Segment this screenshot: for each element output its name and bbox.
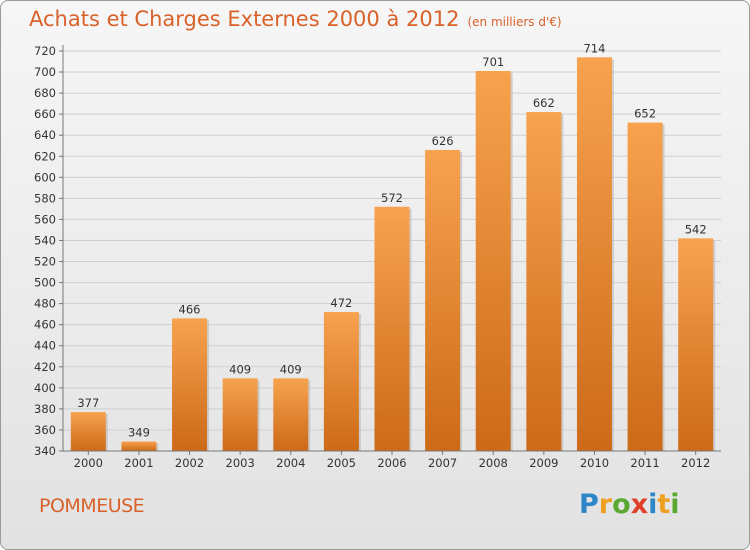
x-tick-label-2010: 2010 <box>580 456 609 470</box>
chart-title: Achats et Charges Externes 2000 à 2012 (e… <box>29 7 562 31</box>
logo-letter: P <box>579 489 599 520</box>
y-tick-label-700: 700 <box>34 65 56 79</box>
value-label-2011: 652 <box>634 107 656 121</box>
value-label-2009: 662 <box>533 96 555 110</box>
logo-letter: i <box>648 489 658 520</box>
bar-2004 <box>273 378 309 451</box>
logo-letter: t <box>657 489 671 520</box>
y-tick-label-500: 500 <box>34 276 56 290</box>
bar-2007 <box>425 149 461 451</box>
value-label-2006: 572 <box>381 191 403 205</box>
x-tick-label-2007: 2007 <box>428 456 457 470</box>
value-label-2005: 472 <box>330 296 352 310</box>
y-tick-label-640: 640 <box>34 128 56 142</box>
y-tick-label-460: 460 <box>34 318 56 332</box>
y-tick-label-380: 380 <box>34 402 56 416</box>
y-tick-label-540: 540 <box>34 233 56 247</box>
logo-letter: r <box>598 489 613 520</box>
bar-2000 <box>70 412 106 451</box>
y-tick-label-660: 660 <box>34 107 56 121</box>
value-label-2007: 626 <box>432 134 454 148</box>
y-tick-label-680: 680 <box>34 86 56 100</box>
y-tick-label-440: 440 <box>34 339 56 353</box>
value-label-2000: 377 <box>77 396 99 410</box>
x-tick-label-2011: 2011 <box>630 456 659 470</box>
x-tick-label-2009: 2009 <box>529 456 558 470</box>
logo-letter: o <box>612 489 631 520</box>
x-tick-label-2012: 2012 <box>681 456 710 470</box>
value-labels: 377 349 466 409 409 472 572 626 701 662 714 652 542 <box>77 41 706 439</box>
value-label-2002: 466 <box>179 302 201 316</box>
y-tick-label-340: 340 <box>34 444 56 458</box>
value-label-2004: 409 <box>280 362 302 376</box>
x-tick-label-2003: 2003 <box>226 456 255 470</box>
bar-2009 <box>526 112 562 451</box>
x-tick-label-2000: 2000 <box>74 456 103 470</box>
y-tick-label-560: 560 <box>34 212 56 226</box>
bar-2005 <box>323 312 359 451</box>
commune-name: POMMEUSE <box>39 495 145 517</box>
proxiti-logo: Proxiti <box>579 489 680 520</box>
bar-2010 <box>576 57 612 451</box>
x-tick-label-2006: 2006 <box>377 456 406 470</box>
chart-title-text: Achats et Charges Externes 2000 à 2012 <box>29 7 460 31</box>
bar-2001 <box>121 441 157 451</box>
value-label-2008: 701 <box>482 55 504 69</box>
bar-2006 <box>374 206 410 451</box>
y-tick-label-360: 360 <box>34 423 56 437</box>
bar-2012 <box>678 238 714 451</box>
y-tick-label-580: 580 <box>34 191 56 205</box>
bar-2008 <box>475 71 511 451</box>
y-tick-label-720: 720 <box>34 44 56 58</box>
y-tick-label-480: 480 <box>34 297 56 311</box>
y-tick-label-420: 420 <box>34 360 56 374</box>
x-tick-label-2002: 2002 <box>175 456 204 470</box>
y-tick-label-620: 620 <box>34 149 56 163</box>
y-tick-label-400: 400 <box>34 381 56 395</box>
x-tick-label-2001: 2001 <box>124 456 153 470</box>
x-tick-labels: 2000 2001 2002 2003 2004 2005 2006 2007 2008 2009… <box>74 451 710 470</box>
bars <box>70 57 716 451</box>
value-label-2010: 714 <box>583 41 605 55</box>
chart-subtitle: (en milliers d'€) <box>467 15 562 29</box>
y-tick-labels: 340 360 380 400 420 440 460 480 500 520 540 560 580 6… <box>34 44 56 458</box>
value-label-2001: 349 <box>128 426 150 440</box>
value-label-2003: 409 <box>229 362 251 376</box>
x-tick-label-2008: 2008 <box>479 456 508 470</box>
bar-2002 <box>172 318 208 451</box>
bar-2003 <box>222 378 258 451</box>
y-tick-label-520: 520 <box>34 255 56 269</box>
axes <box>62 45 721 452</box>
bar-2011 <box>627 122 663 451</box>
x-tick-label-2005: 2005 <box>327 456 356 470</box>
y-tick-label-600: 600 <box>34 170 56 184</box>
value-label-2012: 542 <box>685 222 707 236</box>
logo-letter: x <box>630 489 649 520</box>
x-tick-label-2004: 2004 <box>276 456 305 470</box>
logo-letter: i <box>670 489 680 520</box>
